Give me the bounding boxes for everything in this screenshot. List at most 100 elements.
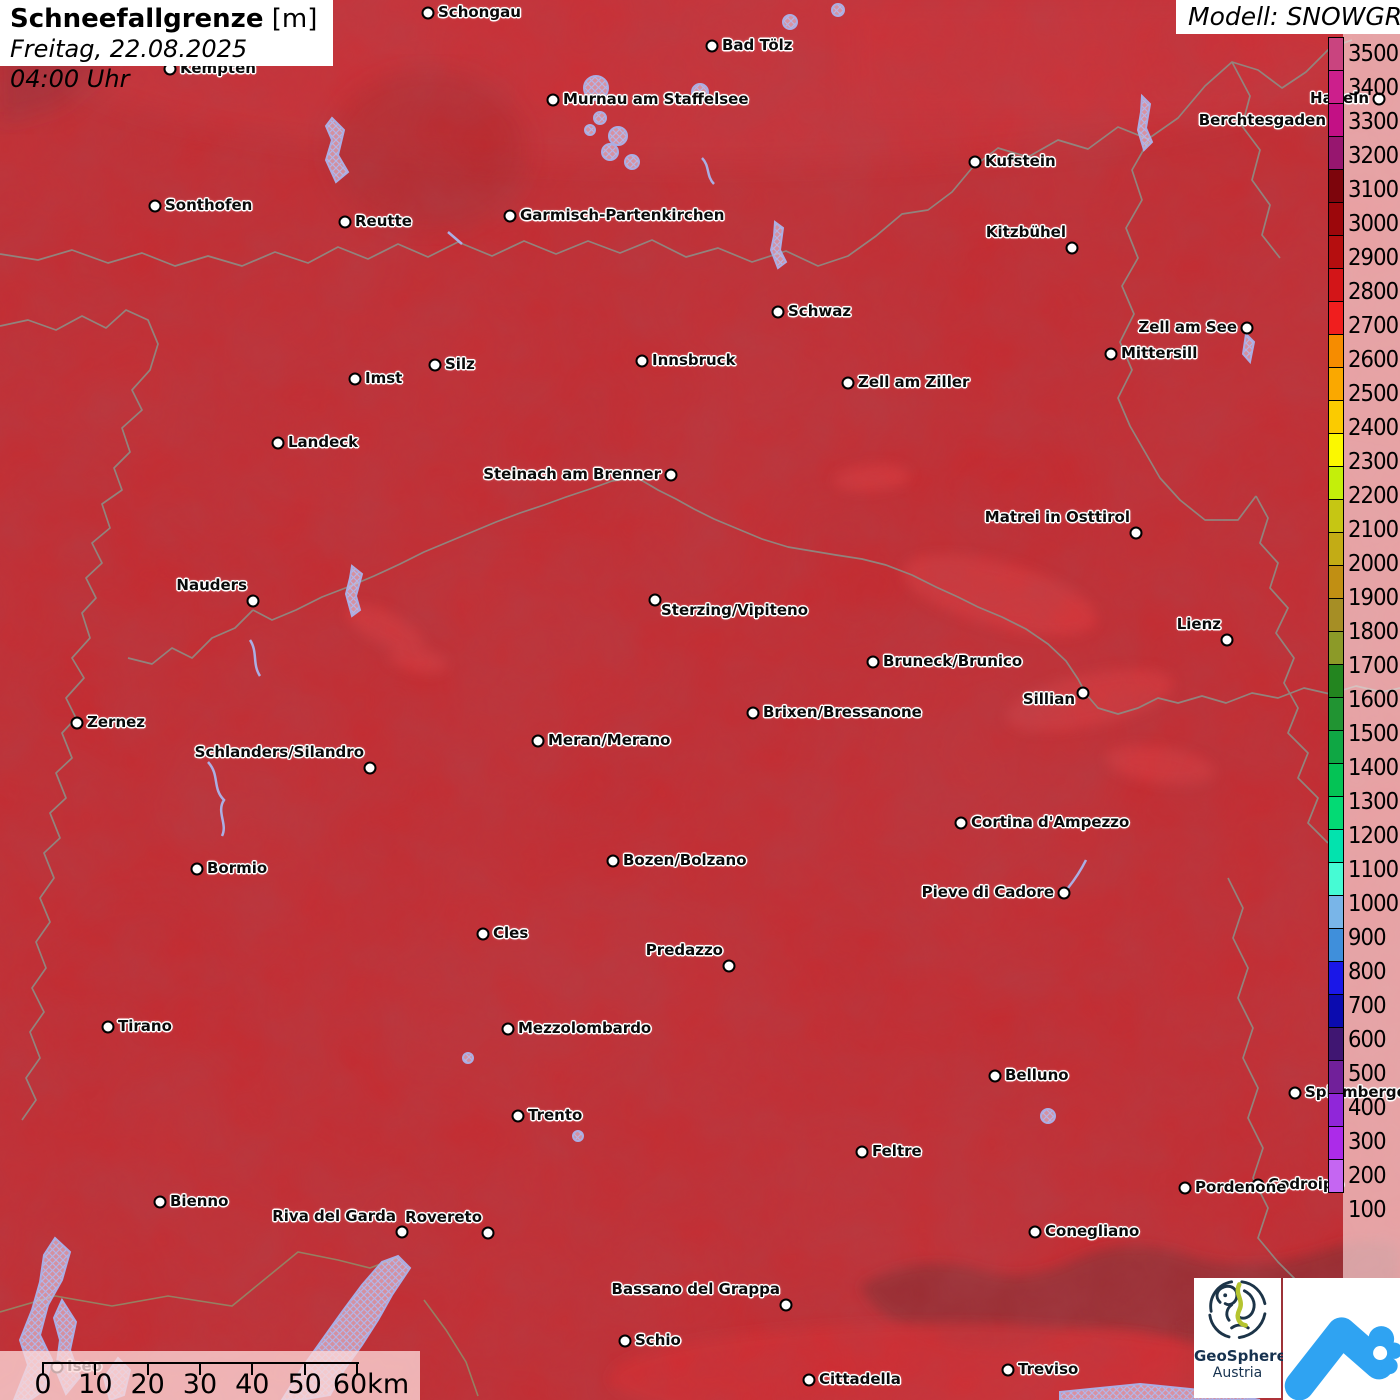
colorbar-tick-label: 1100 <box>1348 857 1399 883</box>
colorbar-swatch-2500 <box>1328 367 1344 401</box>
scalebar-tick <box>42 1362 44 1375</box>
scalebar-tick <box>94 1362 97 1375</box>
colorbar-swatch-900 <box>1328 895 1344 929</box>
colorbar-swatch-2100 <box>1328 499 1344 533</box>
colorbar-tick-label: 900 <box>1348 925 1387 951</box>
colorbar-swatch-3500 <box>1328 37 1344 71</box>
scalebar-tick <box>355 1362 358 1375</box>
colorbar-tick-label: 300 <box>1348 1129 1387 1155</box>
scalebar-tick <box>303 1362 306 1375</box>
colorbar-swatch-1700 <box>1328 631 1344 665</box>
scalebar-line <box>43 1362 359 1364</box>
colorbar-tick-label: 2900 <box>1348 245 1399 271</box>
colorbar-swatch-1800 <box>1328 598 1344 632</box>
colorbar-tick-label: 2700 <box>1348 313 1399 339</box>
colorbar-tick-label: 3200 <box>1348 143 1399 169</box>
colorbar-tick-label: 600 <box>1348 1027 1387 1053</box>
colorbar-swatch-1900 <box>1328 565 1344 599</box>
colorbar-tick-label: 200 <box>1348 1163 1387 1189</box>
colorbar-tick-label: 1300 <box>1348 789 1399 815</box>
colorbar-swatch-2600 <box>1328 334 1344 368</box>
colorbar-swatch-3100 <box>1328 169 1344 203</box>
regional-borders <box>0 1251 479 1397</box>
colorbar-swatch-2800 <box>1328 268 1344 302</box>
colorbar-swatch-2700 <box>1328 301 1344 335</box>
rivers <box>207 157 1088 889</box>
scalebar-label: 30 <box>182 1369 218 1400</box>
colorbar-tick-label: 3300 <box>1348 109 1399 135</box>
mountain-cloud-logo <box>1283 1278 1400 1400</box>
scalebar-tick <box>146 1362 149 1375</box>
geosphere-logo-text: GeoSphere <box>1194 1347 1287 1365</box>
colorbar-swatch-400 <box>1328 1060 1344 1094</box>
colorbar-swatch-3000 <box>1328 202 1344 236</box>
colorbar-tick-label: 700 <box>1348 993 1387 1019</box>
colorbar-tick-label: 1500 <box>1348 721 1399 747</box>
colorbar-swatch-1000 <box>1328 862 1344 896</box>
colorbar-swatch-2900 <box>1328 235 1344 269</box>
colorbar-swatch-300 <box>1328 1093 1344 1127</box>
colorbar-swatch-3200 <box>1328 136 1344 170</box>
colorbar-tick-label: 2300 <box>1348 449 1399 475</box>
colorbar-swatch-100 <box>1328 1159 1344 1193</box>
colorbar-swatch-2200 <box>1328 466 1344 500</box>
outside-domain-overlay <box>1343 0 1400 1400</box>
geosphere-austria-logo: GeoSphere Austria <box>1194 1278 1287 1398</box>
colorbar-swatch-1100 <box>1328 829 1344 863</box>
colorbar-tick-label: 400 <box>1348 1095 1387 1121</box>
colorbar-tick-label: 2100 <box>1348 517 1399 543</box>
scalebar-label: 20 <box>130 1369 165 1400</box>
colorbar-tick-label: 3000 <box>1348 211 1399 237</box>
colorbar-swatch-500 <box>1328 1027 1344 1061</box>
colorbar-swatch-200 <box>1328 1126 1344 1160</box>
scalebar-label: 60km <box>332 1369 410 1400</box>
colorbar-swatch-2300 <box>1328 433 1344 467</box>
colorbar-swatch-600 <box>1328 994 1344 1028</box>
scalebar-label: 40 <box>235 1369 270 1400</box>
colorbar-swatch-700 <box>1328 961 1344 995</box>
title-variable-name: Schneefallgrenze <box>10 4 264 34</box>
colorbar-tick-label: 800 <box>1348 959 1387 985</box>
colorbar-swatch-1600 <box>1328 664 1344 698</box>
colorbar-tick-label: 2000 <box>1348 551 1399 577</box>
map-title-box: Schneefallgrenze [m] Freitag, 22.08.2025… <box>0 0 333 93</box>
colorbar-tick-label: 1400 <box>1348 755 1399 781</box>
geosphere-contour-icon <box>1207 1280 1266 1339</box>
geosphere-logo-subtext: Austria <box>1212 1365 1263 1381</box>
colorbar-tick-label: 500 <box>1348 1061 1387 1087</box>
colorbar-tick-label: 2400 <box>1348 415 1399 441</box>
scalebar-label: 0 <box>34 1369 52 1400</box>
scalebar-label: 10 <box>78 1369 113 1400</box>
scalebar-label: 50 <box>287 1369 322 1400</box>
colorbar-tick-label: 1700 <box>1348 653 1399 679</box>
colorbar-swatch-800 <box>1328 928 1344 962</box>
colorbar-tick-label: 1900 <box>1348 585 1399 611</box>
colorbar-tick-label: 3400 <box>1348 75 1399 101</box>
model-label-box: Modell: SNOWGRID <box>1176 0 1400 34</box>
colorbar-swatch-1500 <box>1328 697 1344 731</box>
title-unit: [m] <box>271 4 318 34</box>
colorbar-swatch-3400 <box>1328 70 1344 104</box>
colorbar-swatch-3300 <box>1328 103 1344 137</box>
colorbar-tick-label: 2500 <box>1348 381 1399 407</box>
colorbar-swatch-2400 <box>1328 400 1344 434</box>
colorbar-tick-label: 3500 <box>1348 41 1399 67</box>
map-datetime: Freitag, 22.08.2025 04:00 Uhr <box>10 35 248 93</box>
colorbar-swatch-2000 <box>1328 532 1344 566</box>
colorbar-tick-label: 2800 <box>1348 279 1399 305</box>
scalebar-tick <box>198 1362 201 1375</box>
distance-scalebar: 0 10 20 30 40 50 60km <box>0 1351 420 1400</box>
mountain-cloud-icon <box>1284 1317 1400 1400</box>
colorbar-tick-label: 100 <box>1348 1197 1387 1223</box>
colorbar-tick-label: 1000 <box>1348 891 1399 917</box>
colorbar-swatch-1200 <box>1328 796 1344 830</box>
colorbar-swatch-1400 <box>1328 730 1344 764</box>
colorbar-tick-label: 1200 <box>1348 823 1399 849</box>
colorbar-tick-label: 1800 <box>1348 619 1399 645</box>
colorbar-tick-label: 1600 <box>1348 687 1399 713</box>
map-title: Schneefallgrenze [m] <box>10 4 323 34</box>
colorbar-swatch-1300 <box>1328 763 1344 797</box>
colorbar-tick-label: 2600 <box>1348 347 1399 373</box>
